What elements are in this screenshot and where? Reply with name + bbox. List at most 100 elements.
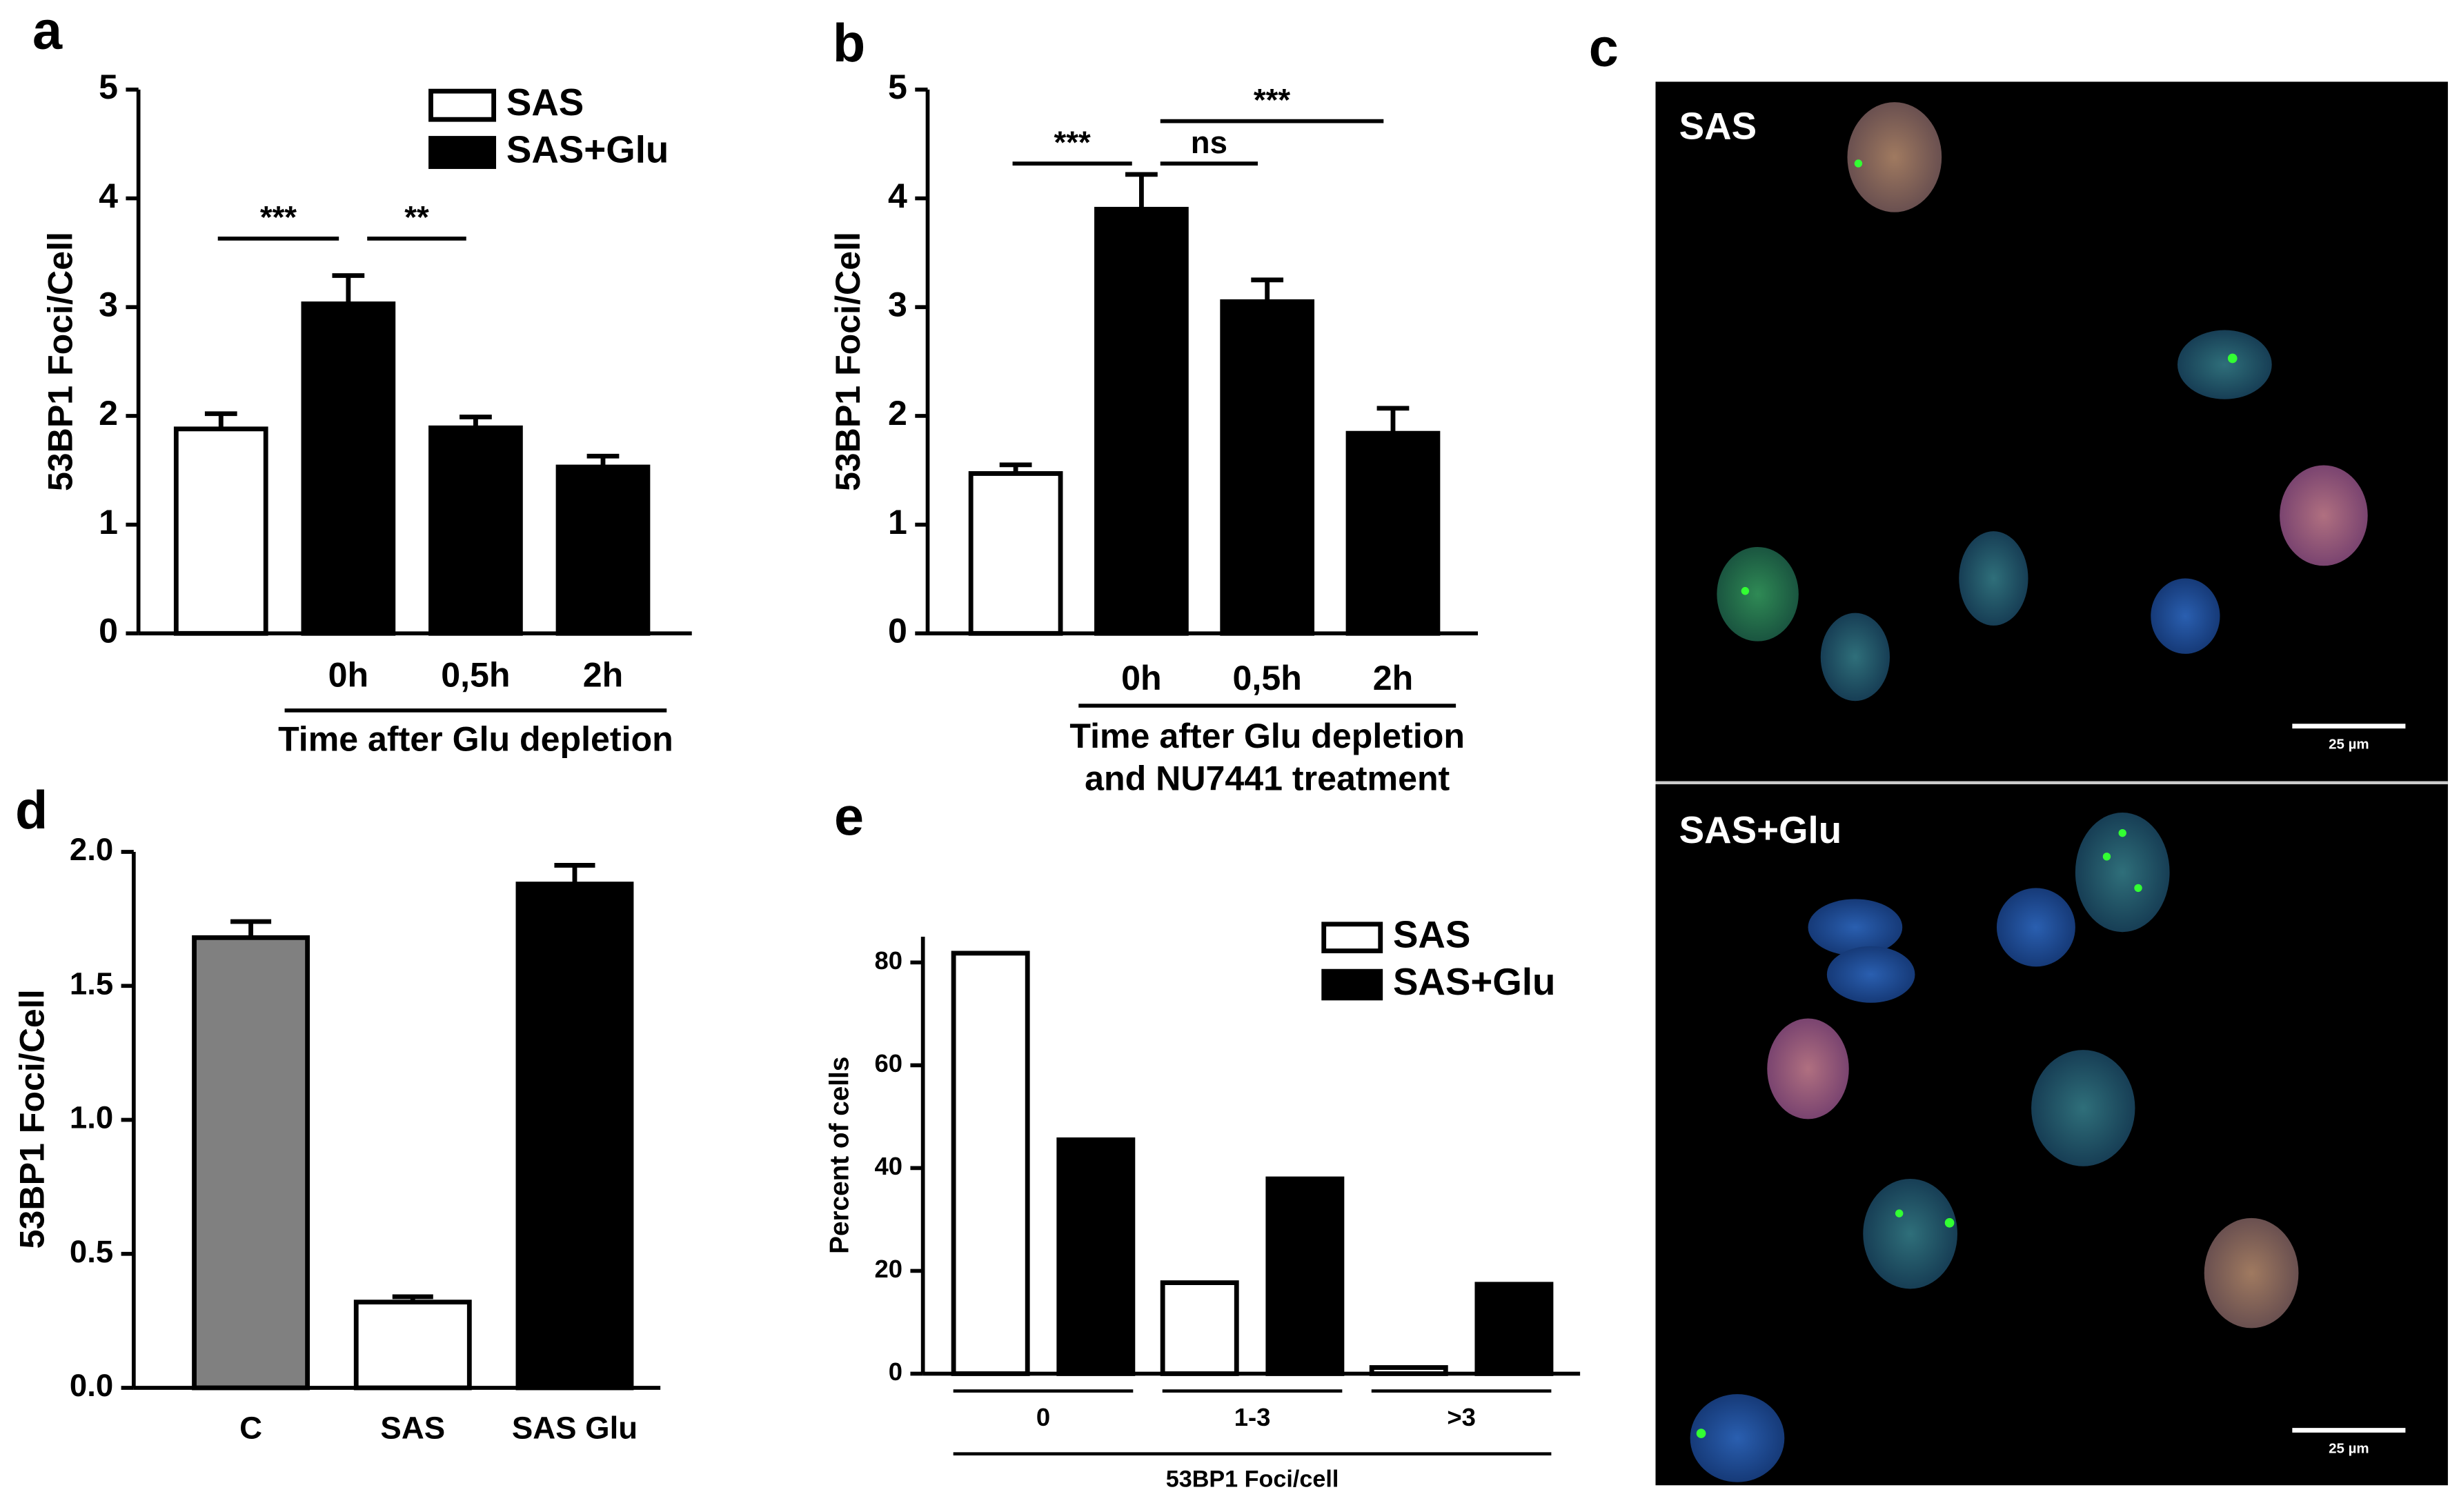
error-bar [554, 863, 595, 884]
nucleus [1826, 946, 1915, 1003]
error-bar [1125, 172, 1158, 210]
x-axis-label: Time after Glu depletion [1069, 717, 1465, 755]
y-tick-label: 0 [888, 612, 907, 650]
y-tick-label: 2 [888, 394, 907, 432]
legend-swatch [1321, 968, 1383, 1001]
y-axis-label: Percent of cells [824, 1057, 854, 1254]
y-axis-label: 53BP1 Foci/Cell [41, 232, 80, 491]
y-tick-label: 2 [99, 394, 118, 432]
scale-bar-label: 25 µm [2329, 1440, 2369, 1456]
bar [951, 951, 1030, 1376]
panel-letter: b [833, 14, 865, 73]
y-tick-label: 1 [99, 503, 118, 541]
focus [1944, 1217, 1955, 1228]
error-bar [999, 462, 1032, 474]
focus [2134, 884, 2142, 893]
error-bar [1251, 277, 1284, 302]
legend-label: SAS [506, 81, 584, 123]
y-tick-label: 1 [888, 503, 907, 541]
x-axis-label: Time after Glu depletion [278, 720, 673, 759]
x-tick-label: 1-3 [1234, 1403, 1271, 1431]
error-bar [332, 273, 365, 304]
nucleus [1690, 1394, 1785, 1482]
bar [1056, 1137, 1136, 1376]
panel-letter: e [834, 787, 864, 846]
y-tick-label: 4 [99, 177, 118, 215]
y-tick-label: 0 [889, 1357, 902, 1386]
x-tick-label: 0,5h [1233, 659, 1302, 697]
nucleus [1863, 1178, 1957, 1289]
bar [1094, 206, 1189, 636]
bar [1345, 430, 1441, 636]
x-tick-label: 0h [1121, 659, 1161, 697]
y-tick-label: 80 [875, 946, 903, 975]
nucleus [1717, 546, 1799, 641]
significance-label: *** [1254, 82, 1290, 117]
y-tick-label: 40 [875, 1152, 903, 1180]
nucleus [1847, 102, 1942, 212]
y-tick-label: 3 [99, 285, 118, 324]
image-label: SAS [1679, 104, 1757, 147]
bar [1265, 1176, 1345, 1376]
significance-label: ns [1191, 125, 1227, 160]
panel-letter: d [15, 781, 48, 840]
bar [301, 301, 396, 636]
y-tick-label: 1.0 [70, 1100, 113, 1135]
legend-swatch [428, 136, 497, 169]
focus [2227, 353, 2238, 364]
y-axis-label: 53BP1 Foci/Cell [829, 232, 867, 491]
scale-bar-label: 25 µm [2329, 736, 2369, 752]
y-tick-label: 0 [99, 612, 118, 650]
nucleus [2204, 1217, 2299, 1329]
bar [192, 935, 310, 1391]
nucleus [1767, 1018, 1849, 1120]
focus [1854, 159, 1863, 168]
x-tick-label: 0h [328, 655, 368, 694]
x-tick-label: C [239, 1411, 262, 1446]
y-tick-label: 20 [875, 1255, 903, 1283]
legend-swatch [1321, 922, 1383, 953]
bar [1474, 1282, 1554, 1376]
y-tick-label: 1.5 [70, 966, 113, 1001]
bar [353, 1300, 472, 1391]
significance-label: ** [404, 200, 429, 235]
error-bar [1376, 406, 1410, 434]
focus [2102, 853, 2111, 861]
nucleus [1808, 899, 1903, 956]
x-tick-label: 2h [583, 655, 623, 694]
x-tick-label: 2h [1373, 659, 1413, 697]
x-tick-label: 0,5h [441, 655, 510, 694]
nucleus [2031, 1050, 2135, 1166]
y-tick-label: 5 [99, 68, 118, 106]
x-tick-label: SAS [380, 1411, 445, 1446]
bar [428, 425, 523, 636]
y-tick-label: 0.0 [70, 1368, 113, 1403]
nucleus [1820, 613, 1890, 702]
nucleus [2280, 465, 2368, 566]
x-axis-label: and NU7441 treatment [1085, 759, 1450, 798]
focus [1895, 1209, 1904, 1217]
y-tick-label: 5 [888, 68, 907, 106]
legend-label: SAS+Glu [506, 128, 669, 170]
panel-letter: a [32, 1, 63, 61]
bar [1220, 299, 1315, 636]
bar [1369, 1365, 1448, 1376]
bar [968, 471, 1063, 636]
y-tick-label: 3 [888, 285, 907, 324]
focus [1696, 1429, 1706, 1438]
focus [2118, 828, 2126, 837]
significance-label: *** [1054, 125, 1091, 160]
y-tick-label: 60 [875, 1049, 903, 1077]
nucleus [1996, 888, 2075, 967]
micrograph-panel: c SAS 25 µm SAS+Glu 25 µm [1589, 19, 2448, 1486]
bar [555, 464, 651, 636]
nucleus [2151, 578, 2220, 654]
nucleus [1959, 531, 2028, 626]
x-tick-label: >3 [1447, 1403, 1476, 1431]
significance-label: *** [260, 200, 297, 235]
legend-swatch [428, 88, 497, 122]
bar [1160, 1280, 1239, 1376]
y-tick-label: 0.5 [70, 1234, 113, 1269]
